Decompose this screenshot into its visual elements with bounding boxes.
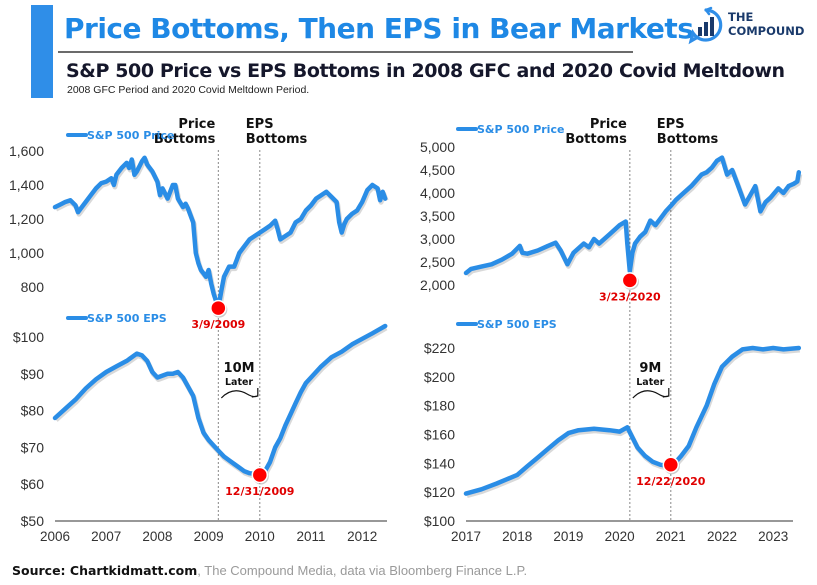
price-y-tick-label: 1,200 [9, 211, 44, 227]
lag-months-label: 9M [639, 361, 661, 376]
x-tick-label: 2017 [451, 529, 481, 544]
lag-later-label: Later [225, 377, 253, 388]
eps-y-tick-label: $70 [21, 439, 45, 455]
eps-bottoms-label: Bottoms [657, 132, 719, 147]
eps-legend: S&P 500 EPS [87, 312, 167, 325]
price-series-line [52, 155, 388, 311]
price-y-tick-label: 5,000 [420, 139, 455, 155]
page-subtitle: S&P 500 Price vs EPS Bottoms in 2008 GFC… [66, 60, 785, 82]
lag-later-label: Later [636, 377, 664, 388]
period-note: 2008 GFC Period and 2020 Covid Meltdown … [67, 84, 310, 96]
header-accent-bar [31, 5, 53, 98]
lag-arrow-icon [220, 388, 259, 399]
eps-y-tick-label: $100 [13, 329, 44, 345]
price-legend: S&P 500 Price [87, 129, 174, 142]
x-tick-label: 2007 [91, 529, 121, 544]
eps-y-tick-label: $200 [424, 369, 455, 385]
logo-line-2: COMPOUND [728, 24, 805, 38]
eps-y-tick-label: $120 [424, 484, 455, 500]
source-footer: Source: Chartkidmatt.com, The Compound M… [12, 563, 527, 578]
price-bottom-marker-label: 3/23/2020 [599, 290, 661, 303]
logo-line-1: THE [728, 10, 754, 24]
eps-bottoms-label: Bottoms [246, 132, 308, 147]
eps-bottom-marker [251, 466, 269, 484]
page-title: Price Bottoms, Then EPS in Bear Markets [64, 12, 694, 45]
price-bottom-marker [210, 299, 227, 317]
eps-bottom-marker-label: 12/22/2020 [636, 475, 706, 488]
eps-y-tick-label: $140 [424, 455, 455, 471]
price-y-tick-label: 2,500 [420, 254, 455, 270]
eps-bottoms-label: EPS [657, 117, 685, 132]
price-bottoms-label: Bottoms [154, 132, 216, 147]
price-y-tick-label: 1,400 [9, 177, 44, 193]
eps-bottoms-label: EPS [246, 117, 274, 132]
price-bottom-marker-label: 3/9/2009 [191, 318, 245, 331]
x-tick-label: 2006 [40, 529, 70, 544]
eps-y-tick-label: $100 [424, 513, 455, 529]
price-series-line [463, 155, 802, 276]
x-tick-label: 2010 [245, 529, 275, 544]
chart-gfc-2008: 2006 2007 2008 2009 2010 2011 2012PriceBottoms… [9, 117, 389, 544]
x-tick-label: 2009 [194, 529, 224, 544]
price-bottom-marker [621, 272, 639, 289]
x-tick-label: 2011 [296, 529, 325, 544]
eps-bottom-marker-label: 12/31/2009 [225, 485, 294, 498]
eps-y-tick-label: $180 [424, 398, 455, 414]
price-y-tick-label: 3,500 [420, 208, 455, 224]
x-tick-label: 2020 [605, 529, 635, 544]
eps-y-tick-label: $80 [21, 403, 45, 419]
price-bottoms-label: Price [590, 117, 627, 132]
price-y-tick-label: 4,000 [420, 185, 455, 201]
lag-months-label: 10M [224, 361, 255, 376]
price-y-tick-label: 1,600 [9, 143, 44, 159]
x-tick-label: 2008 [142, 529, 172, 544]
title-divider [58, 51, 633, 53]
eps-series-line [52, 323, 388, 478]
x-tick-label: 2021 [656, 529, 686, 544]
price-bottoms-label: Bottoms [565, 132, 627, 147]
x-tick-label: 2023 [758, 529, 788, 544]
compound-logo: THE COMPOUND [686, 6, 816, 46]
x-tick-label: 2012 [347, 529, 377, 544]
x-tick-label: 2022 [707, 529, 737, 544]
price-y-tick-label: 1,000 [9, 245, 44, 261]
price-y-tick-label: 800 [21, 279, 45, 295]
source-bold: Source: Chartkidmatt.com [12, 563, 198, 578]
eps-y-tick-label: $220 [424, 340, 455, 356]
price-bottoms-label: Price [178, 117, 215, 132]
eps-y-tick-label: $90 [21, 366, 45, 382]
eps-y-tick-label: $50 [21, 513, 45, 529]
eps-y-tick-label: $160 [424, 427, 455, 443]
x-tick-label: 2018 [502, 529, 532, 544]
compound-logo-icon [688, 6, 723, 45]
lag-arrow-icon [632, 388, 670, 399]
price-y-tick-label: 3,000 [420, 231, 455, 247]
eps-legend: S&P 500 EPS [477, 318, 557, 331]
eps-y-tick-label: $60 [21, 476, 45, 492]
price-y-tick-label: 2,000 [420, 277, 455, 293]
price-legend: S&P 500 Price [477, 123, 564, 136]
eps-bottom-marker [662, 456, 680, 474]
compound-logo-text: THE COMPOUND [728, 10, 804, 38]
eps-series-line [463, 345, 802, 496]
price-y-tick-label: 4,500 [420, 162, 455, 178]
x-tick-label: 2019 [553, 529, 583, 544]
source-rest: , The Compound Media, data via Bloomberg… [197, 563, 528, 578]
chart-covid-2020: 2017 2018 2019 2020 2021 2022 2023PriceBottoms… [420, 117, 803, 544]
